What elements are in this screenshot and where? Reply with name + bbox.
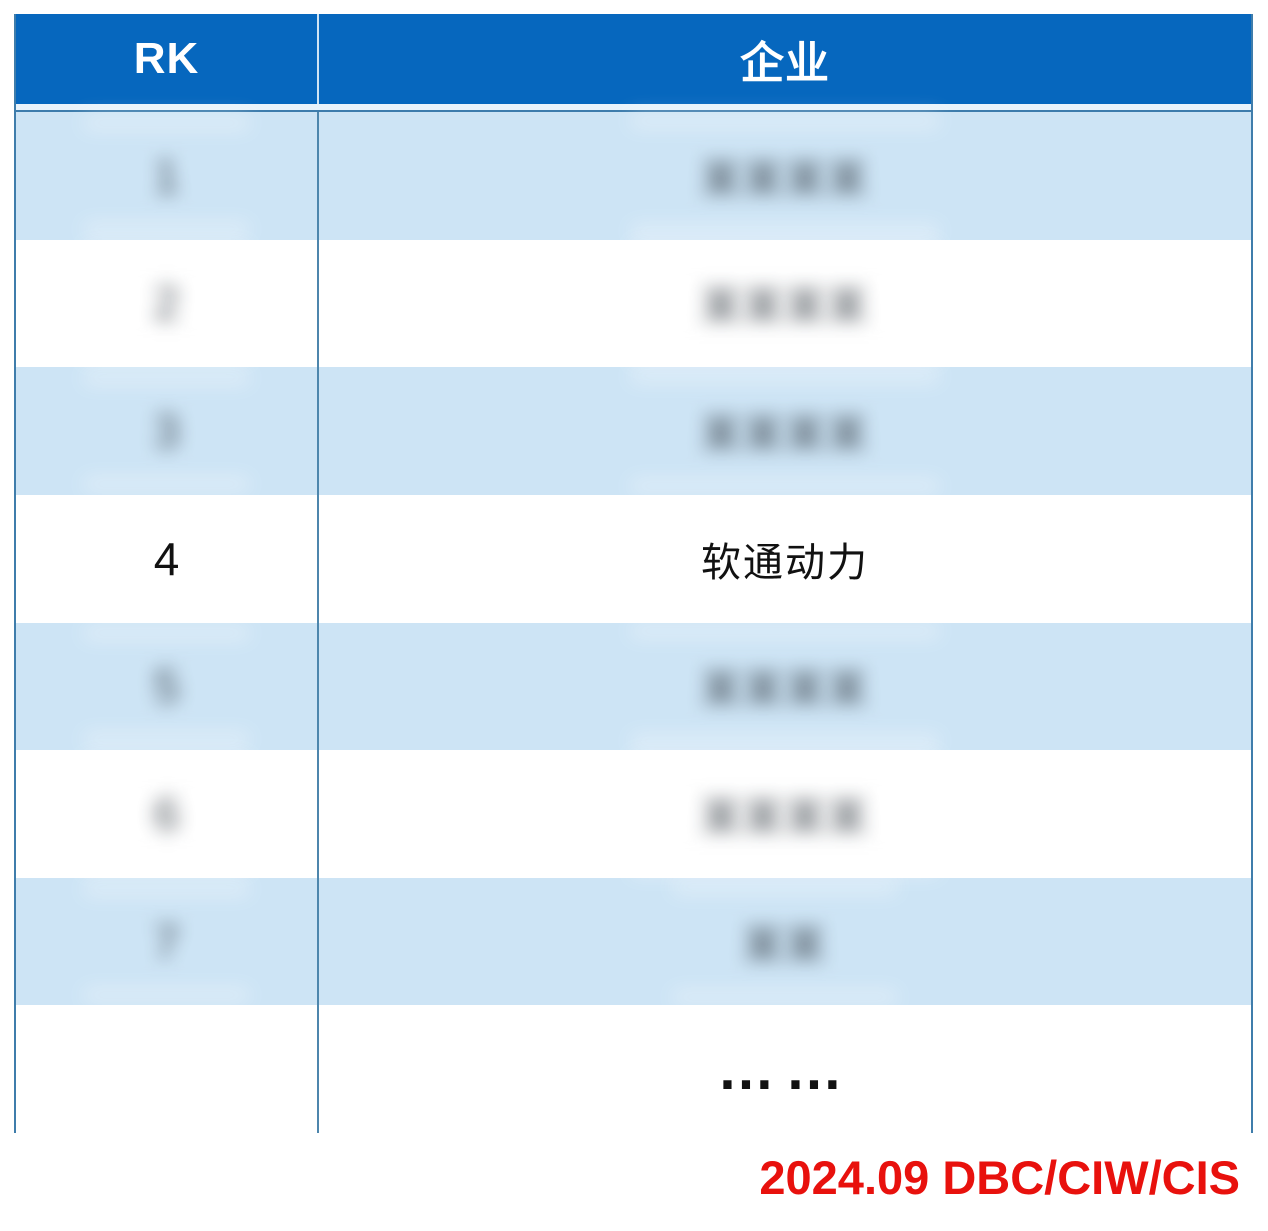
table-row: 3 某某某某 <box>16 367 1251 495</box>
table-row: 5 某某某某 <box>16 622 1251 751</box>
rank-value-blurred: 2 <box>153 277 180 330</box>
rank-cell: 4 <box>16 494 319 623</box>
company-cell: 软通动力 <box>319 495 1251 623</box>
company-name-blurred: 某某某某 <box>701 657 869 715</box>
table-row: 1 某某某某 <box>16 112 1251 240</box>
company-name-blurred: 某某某某 <box>701 402 869 460</box>
company-name: 软通动力 <box>701 540 869 585</box>
rank-cell: 2 <box>16 239 319 368</box>
table-row: 6 某某某某 <box>16 750 1251 878</box>
rank-value: 4 <box>153 532 180 585</box>
company-column-header: 企业 <box>740 39 830 88</box>
table-row: …… <box>16 1005 1251 1133</box>
company-cell: 某某某某 <box>319 240 1251 368</box>
footer-caption: 2024.09 DBC/CIW/CIS <box>759 1151 1240 1204</box>
company-name-blurred: 某某某某 <box>701 147 869 205</box>
company-cell: 某某某某 <box>319 367 1251 495</box>
rank-value-blurred: 1 <box>153 149 180 202</box>
rank-cell: 6 <box>16 750 319 878</box>
rank-value-blurred: 7 <box>153 915 180 968</box>
rank-column-header: RK <box>16 14 319 104</box>
ranking-table: RK 企业 1 某某某某 2 某某某某 3 某某某某 4 软通动力 5 某某某某 6 某某某某 7 某某 …… <box>14 14 1253 1133</box>
rank-value-blurred: 3 <box>153 405 180 458</box>
rank-value-blurred: 6 <box>153 787 180 840</box>
company-cell: 某某某某 <box>319 112 1251 240</box>
company-name-blurred: 某某某某 <box>701 785 869 843</box>
rank-cell <box>16 1005 319 1133</box>
header-separator <box>16 104 1251 112</box>
rank-cell: 7 <box>16 877 319 1006</box>
table-header: RK 企业 <box>16 14 1251 104</box>
table-row: 2 某某某某 <box>16 239 1251 368</box>
table-row: 7 某某 <box>16 877 1251 1006</box>
table-body: 1 某某某某 2 某某某某 3 某某某某 4 软通动力 5 某某某某 6 某某某某 7 某某 …… <box>16 112 1251 1133</box>
rank-value-blurred: 5 <box>153 660 180 713</box>
rank-cell: 1 <box>16 112 319 240</box>
company-name: …… <box>717 1036 853 1102</box>
company-cell: 某某 <box>319 878 1251 1006</box>
company-cell: 某某某某 <box>319 623 1251 751</box>
rank-cell: 5 <box>16 622 319 751</box>
table-row: 4 软通动力 <box>16 494 1251 623</box>
company-name-blurred: 某某 <box>743 913 827 971</box>
company-cell: 某某某某 <box>319 750 1251 878</box>
rank-cell: 3 <box>16 367 319 495</box>
company-cell: …… <box>319 1005 1251 1133</box>
company-name-blurred: 某某某某 <box>701 274 869 332</box>
